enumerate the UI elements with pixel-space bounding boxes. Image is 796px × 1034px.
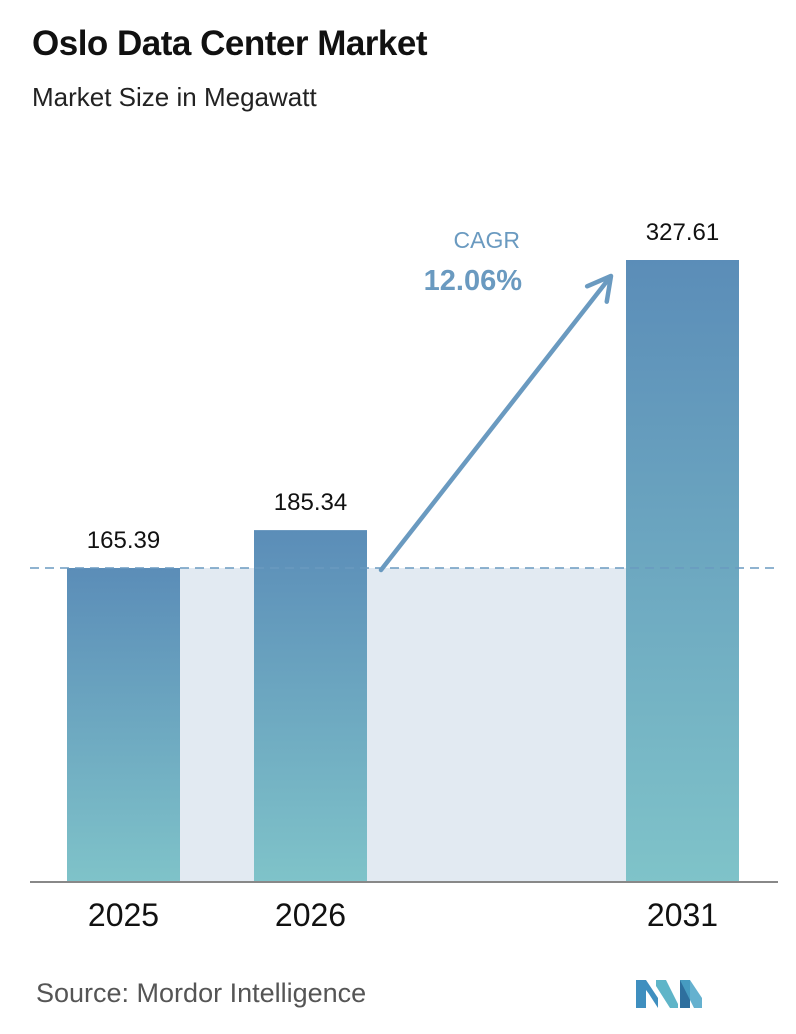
chart-title: Oslo Data Center Market xyxy=(32,24,428,63)
value-label-2031: 327.61 xyxy=(646,219,719,246)
mordor-intelligence-logo xyxy=(636,980,702,1008)
x-tick-label-2031: 2031 xyxy=(647,897,718,933)
bar-2026 xyxy=(254,530,367,882)
x-tick-label-2026: 2026 xyxy=(275,897,346,933)
cagr-label: CAGR xyxy=(454,227,520,253)
value-label-2025: 165.39 xyxy=(87,527,160,554)
cagr-value: 12.06% xyxy=(424,265,523,297)
source-text: Source: Mordor Intelligence xyxy=(36,978,367,1008)
bar-2025 xyxy=(67,567,180,882)
cagr-arrow xyxy=(378,273,614,573)
value-label-2026: 185.34 xyxy=(274,489,347,516)
bar-2031 xyxy=(626,260,739,882)
x-tick-label-2025: 2025 xyxy=(88,897,159,933)
chart-subtitle: Market Size in Megawatt xyxy=(32,82,317,112)
